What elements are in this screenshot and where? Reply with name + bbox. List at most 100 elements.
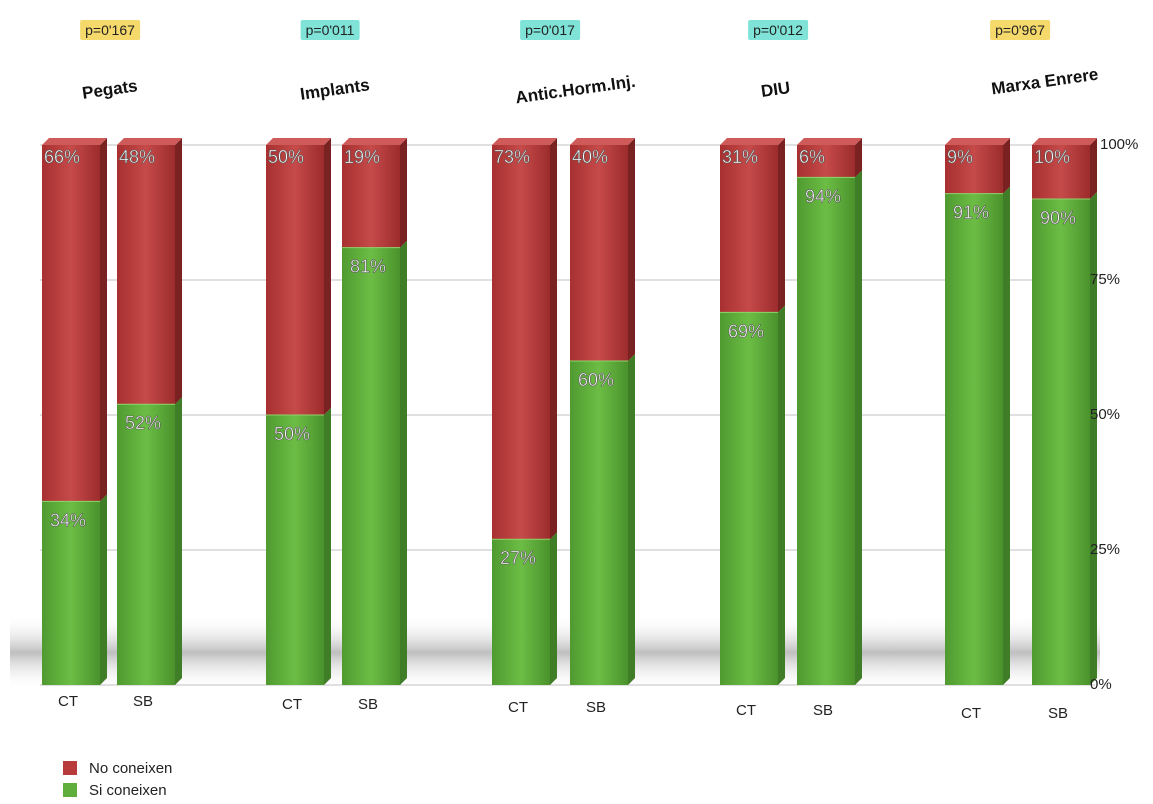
bar-top-no [720,138,785,145]
bar-top-no [797,138,862,145]
bar-side-si [778,305,785,685]
y-tick-label: 100% [1100,136,1139,153]
bar-segment-no [117,145,175,405]
data-label-si: 94% [805,186,841,206]
bar-segment-si [797,177,855,685]
bar-segment-no [720,145,778,313]
group-title: DIU [759,78,791,101]
data-label-si: 52% [125,413,161,433]
data-label-no: 31% [722,147,758,167]
bar-segment-no [1032,145,1090,199]
bar-segment-no [570,145,628,361]
data-label-no: 66% [44,147,80,167]
data-label-no: 9% [947,147,973,167]
bar-side-si [1003,186,1010,685]
data-label-si: 34% [50,510,86,530]
bar-side-no [100,138,107,502]
x-tick-label: CT [508,699,528,716]
bar-top-no [42,138,107,145]
x-tick-label: SB [357,696,379,713]
bar-side-no [400,138,407,248]
bar-top-no [117,138,182,145]
p-value-badge: p=0'017 [520,20,580,40]
p-value-badge: p=0'011 [300,20,360,40]
x-tick-label: SB [812,702,834,719]
x-tick-label: CT [282,696,302,713]
bar-segment-si [492,539,550,685]
bar-side-si [628,354,635,685]
x-tick-label: SB [1047,705,1069,722]
bar-side-si [175,397,182,685]
bar-top-no [266,138,331,145]
bar-side-no [628,138,635,361]
bar-top-no [492,138,557,145]
data-label-si: 27% [500,548,536,568]
bar-side-no [1003,138,1010,194]
bar-side-no [855,138,862,178]
bar-segment-no [797,145,855,178]
y-tick-label: 0% [1090,676,1112,693]
legend-swatch-no [63,761,77,775]
data-label-no: 48% [119,147,155,167]
bar-side-no [1090,138,1097,199]
bar-side-si [100,494,107,685]
bar-segment-si [342,247,400,685]
x-tick-label: CT [961,705,981,722]
data-label-si: 60% [578,370,614,390]
data-label-no: 50% [268,147,304,167]
x-tick-label: SB [585,699,607,716]
y-tick-label: 25% [1090,541,1121,558]
bar-segment-si [570,361,628,685]
legend-label-no: No coneixen [89,759,173,777]
p-value-badge: p=0'967 [990,20,1050,40]
bar-side-si [324,408,331,685]
data-label-si: 50% [274,424,310,444]
bar-segment-si [42,501,100,685]
bar-segment-si [945,193,1003,685]
y-tick-label: 50% [1090,406,1121,423]
bar-segment-si [266,415,324,685]
bar-segment-no [945,145,1003,194]
x-tick-label: CT [736,702,756,719]
legend-label-si: Si coneixen [89,781,167,799]
x-tick-label: CT [58,693,78,710]
data-label-no: 73% [494,147,530,167]
bar-side-si [550,532,557,685]
bar-segment-no [492,145,550,540]
bar-side-no [550,138,557,540]
data-label-si: 69% [728,321,764,341]
data-label-si: 91% [953,203,989,223]
x-tick-label: SB [132,693,154,710]
bar-top-no [1032,138,1097,145]
data-label-no: 6% [799,147,825,167]
legend-item-si: Si coneixen [63,779,172,801]
data-label-no: 40% [572,147,608,167]
legend-swatch-si [63,783,77,797]
bar-segment-si [1032,199,1090,685]
legend: No coneixen Si coneixen [63,757,172,801]
bar-side-si [400,240,407,685]
data-label-no: 10% [1034,147,1070,167]
bar-top-no [570,138,635,145]
bar-segment-no [42,145,100,502]
bar-side-si [1090,192,1097,685]
bar-top-no [342,138,407,145]
bar-segment-no [266,145,324,415]
bar-side-no [778,138,785,313]
p-value-badge: p=0'167 [80,20,140,40]
data-label-si: 90% [1040,208,1076,228]
data-label-no: 19% [344,147,380,167]
bar-side-si [855,170,862,685]
legend-item-no: No coneixen [63,757,172,779]
bar-segment-si [720,312,778,685]
bar-side-no [175,138,182,405]
y-tick-label: 75% [1090,271,1121,288]
bar-segment-no [342,145,400,248]
data-label-si: 81% [350,257,386,277]
bar-top-no [945,138,1010,145]
bar-segment-si [117,404,175,685]
bar-side-no [324,138,331,415]
p-value-badge: p=0'012 [748,20,808,40]
